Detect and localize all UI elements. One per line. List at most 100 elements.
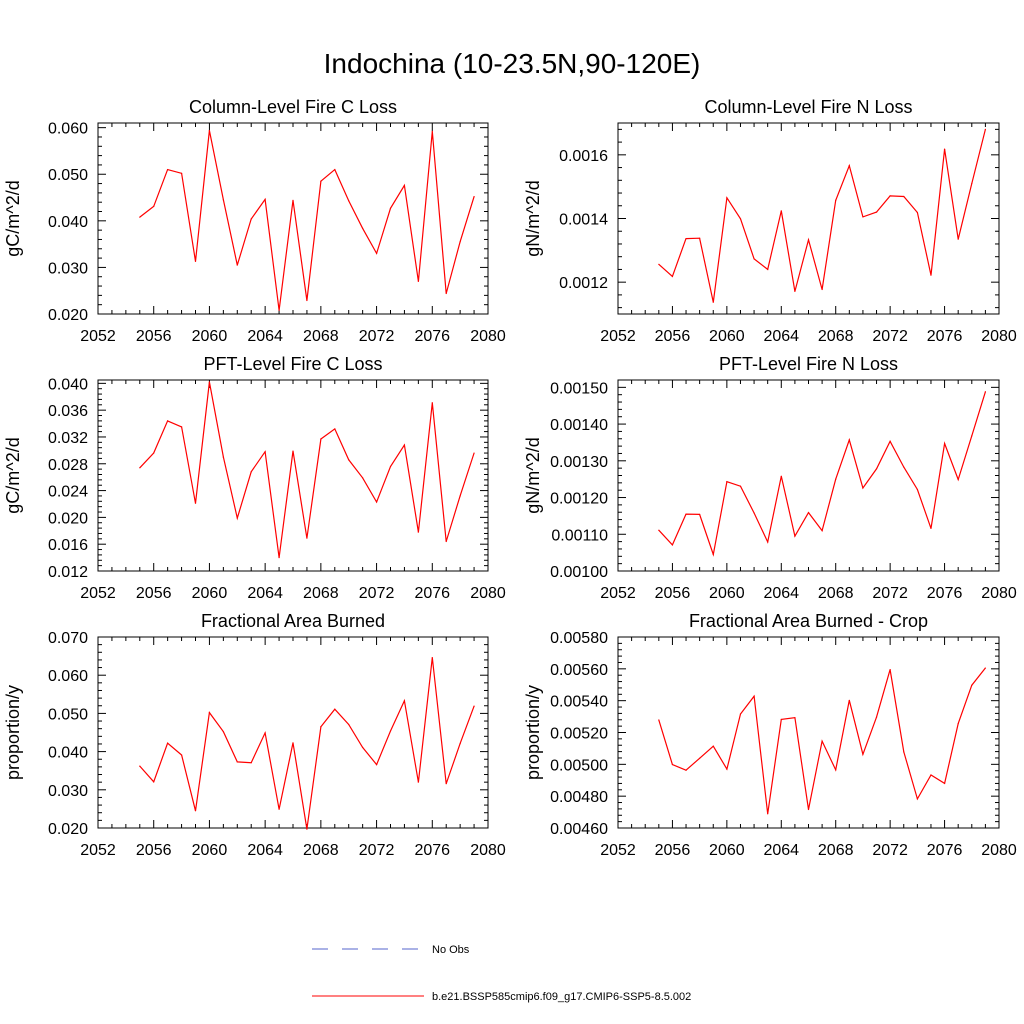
panel-5-data-point [389, 730, 392, 732]
panel-6-data-point [930, 774, 932, 776]
panel-1-data-point [264, 198, 266, 200]
panel-3-x-tick-label: 2068 [303, 585, 339, 602]
panel-6-x-tick-label: 2064 [763, 842, 799, 859]
panel-6-data-point [984, 667, 986, 669]
panel-4-y-tick-label: 0.00110 [551, 527, 608, 544]
panel-5-y-tick-label: 0.060 [48, 668, 88, 685]
panel-4-x-tick-label: 2072 [872, 585, 908, 602]
panel-3-y-tick-label: 0.036 [48, 403, 88, 420]
panel-1-x-tick-label: 2056 [136, 328, 172, 345]
panel-3-data-point [264, 451, 266, 453]
panel-3-y-tick-label: 0.040 [48, 376, 88, 393]
panel-2-data-point [984, 128, 986, 130]
panel-1-y-tick-label: 0.040 [48, 214, 88, 231]
panel-1-data-point [334, 168, 336, 171]
panel-3-y-tick-label: 0.032 [48, 430, 88, 447]
panel-6-y-tick-label: 0.00500 [550, 757, 608, 774]
panel-2-x-tick-label: 2060 [709, 328, 745, 345]
panel-4-data-point [984, 391, 986, 393]
panel-2-data-point [875, 211, 878, 213]
panel-6-data-point [862, 753, 864, 755]
panel-3-x-tick-label: 2052 [80, 585, 116, 602]
panel-2-data-point [807, 239, 810, 241]
panel-3-data-point [473, 452, 475, 454]
panel-4-data-point [753, 512, 755, 514]
panel-5-data-point [139, 765, 141, 767]
panel-5-y-tick-label: 0.030 [48, 783, 88, 800]
panel-1-x-tick-label: 2076 [414, 328, 450, 345]
panel-3-data-point [236, 517, 238, 519]
panel-3-y-tick-label: 0.024 [48, 484, 88, 501]
panel-6-y-tick-label: 0.00460 [550, 821, 608, 838]
panel-5-title: Fractional Area Burned [201, 611, 385, 631]
panel-4-data-point [971, 435, 973, 437]
panel-3-data-point [389, 465, 392, 468]
panel-1-y-tick-label: 0.050 [48, 167, 88, 184]
panel-5-data-point [431, 657, 433, 659]
panel-2-y-tick-label: 0.0012 [559, 275, 608, 292]
panel-5-x-tick-label: 2052 [80, 842, 116, 859]
panel-4-data-point [943, 442, 946, 445]
panel-3-x-tick-label: 2072 [359, 585, 395, 602]
panel-3-data-point [445, 540, 447, 543]
panel-4-y-tick-label: 0.00150 [550, 380, 608, 397]
panel-2-data-point [971, 182, 973, 185]
panel-6-data-point [794, 717, 796, 719]
panel-2-data-point [794, 290, 796, 292]
panel-4-data-point [930, 527, 932, 529]
panel-5-x-tick-label: 2068 [303, 842, 339, 859]
panel-5-x-tick-label: 2056 [136, 842, 172, 859]
panel-3-data-point [208, 381, 211, 383]
panel-3-data-point [320, 438, 322, 440]
panel-5-data-point [362, 746, 364, 748]
panel-2-data-point [835, 199, 837, 201]
panel-1-x-tick-label: 2072 [359, 328, 395, 345]
panel-6-y-tick-label: 0.00580 [550, 630, 608, 647]
panel-4-data-point [889, 440, 891, 442]
panel-2-x-tick-label: 2076 [927, 328, 963, 345]
panel-5-y-axis-label: proportion/y [3, 685, 23, 780]
panel-5-data-point [153, 781, 155, 783]
panel-6-data-point [712, 745, 714, 747]
panel-4-data-point [916, 488, 918, 491]
panel-1-title: Column-Level Fire C Loss [189, 97, 397, 117]
panel-4-data-point [658, 529, 660, 531]
panel-1-data-point [278, 309, 280, 311]
panel-6-data-point [726, 768, 728, 770]
panel-4-x-tick-label: 2064 [763, 585, 799, 602]
panel-5-data-point [417, 781, 419, 783]
panel-1-data-point [222, 199, 224, 201]
panel-4-data-point [794, 535, 796, 537]
panel-2-x-tick-label: 2052 [600, 328, 636, 345]
panel-4-x-tick-label: 2052 [600, 585, 636, 602]
panel-1-data-point [167, 168, 169, 171]
panel-4-data-point [699, 513, 701, 516]
panel-6-data-point [821, 740, 823, 742]
panel-1-y-tick-label: 0.060 [48, 121, 88, 138]
panel-3-y-tick-label: 0.016 [48, 537, 88, 554]
panel-1-data-point [389, 207, 392, 209]
panel-6-x-tick-label: 2072 [872, 842, 908, 859]
panel-2-data-point [821, 288, 823, 291]
panel-1-data-point [431, 130, 433, 132]
panel-1-x-tick-label: 2080 [470, 328, 506, 345]
panel-3-data-point [362, 477, 364, 479]
panel-1-data-point [250, 218, 252, 220]
panel-1-data-point [445, 292, 447, 295]
panel-2-data-point [889, 195, 891, 197]
panel-6-x-tick-label: 2060 [709, 842, 745, 859]
panel-2-data-point [903, 195, 905, 198]
panel-5-data-point [459, 742, 461, 745]
panel-6-x-tick-label: 2056 [655, 842, 691, 859]
panel-5-x-tick-label: 2080 [470, 842, 506, 859]
panel-2-data-point [726, 197, 728, 199]
panel-3-data-point [417, 531, 419, 533]
panel-4-data-point [685, 513, 687, 515]
panel-5-data-point [473, 705, 475, 707]
panel-5-x-tick-label: 2076 [414, 842, 450, 859]
panel-5-plot-frame [97, 636, 489, 829]
panel-5-data-point [167, 742, 169, 744]
panel-6-data-point [903, 751, 905, 753]
panel-3-data-point [431, 402, 433, 404]
